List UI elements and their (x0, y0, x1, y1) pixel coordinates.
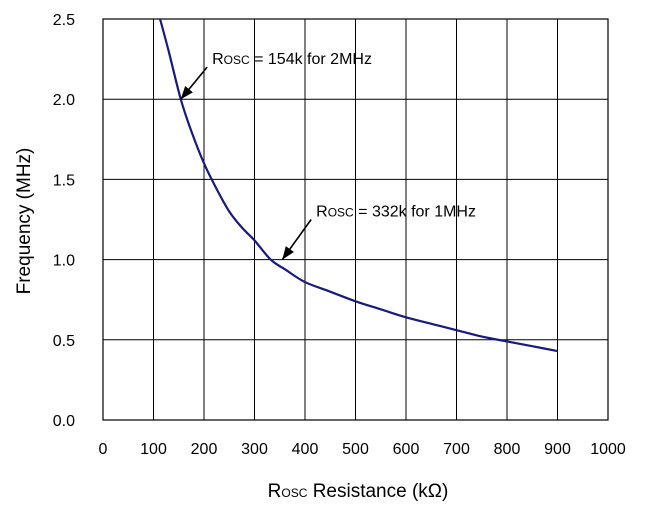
x-tick-label: 0 (99, 441, 108, 458)
x-tick-label: 400 (292, 441, 319, 458)
annotation-label: ROSC = 332k for 1MHz (316, 203, 476, 220)
plot-frame (102, 18, 609, 421)
x-tick-label: 100 (140, 441, 167, 458)
x-tick-label: 700 (443, 441, 470, 458)
y-tick-label: 1.5 (53, 172, 75, 189)
y-axis-title: Frequency (MHz) (14, 148, 35, 295)
annotation-label-rest: = 154k for 2MHz (250, 51, 372, 68)
annotation: ROSC = 154k for 2MHz (180, 51, 372, 100)
x-axis-title-main: R (268, 481, 282, 502)
x-axis-title: ROSC Resistance (kΩ) (268, 481, 449, 502)
x-tick-label: 300 (241, 441, 268, 458)
y-tick-labels: 0.0 0.5 1.0 1.5 2.0 2.5 (53, 12, 75, 430)
annotation-label: ROSC = 154k for 2MHz (212, 51, 372, 68)
x-tick-labels: 0 100 200 300 400 500 600 700 800 900 1000 (99, 441, 626, 458)
x-tick-label: 500 (342, 441, 369, 458)
annotation-label-sub: OSC (328, 205, 354, 219)
annotation-arrow-head (282, 246, 294, 260)
series-line (159, 18, 558, 353)
x-tick-label: 900 (544, 441, 571, 458)
x-tick-label: 600 (393, 441, 420, 458)
annotation-label-main: R (212, 51, 224, 68)
x-tick-label: 800 (494, 441, 521, 458)
annotation: ROSC = 332k for 1MHz (281, 203, 476, 261)
x-tick-label: 200 (191, 441, 218, 458)
x-axis-title-sub: OSC (281, 486, 307, 500)
annotation-label-sub: OSC (224, 53, 250, 67)
data-series (159, 18, 558, 353)
y-tick-label: 2.5 (53, 12, 75, 29)
annotation-arrow-head (180, 85, 193, 100)
y-tick-label: 0.0 (53, 413, 75, 430)
y-tick-label: 2.0 (53, 92, 75, 109)
y-tick-label: 1.0 (53, 253, 75, 270)
annotation-label-main: R (316, 203, 328, 220)
annotation-label-rest: = 332k for 1MHz (354, 203, 476, 220)
x-tick-label: 1000 (590, 441, 626, 458)
x-axis-title-rest: Resistance (kΩ) (307, 481, 448, 502)
y-tick-label: 0.5 (53, 333, 75, 350)
